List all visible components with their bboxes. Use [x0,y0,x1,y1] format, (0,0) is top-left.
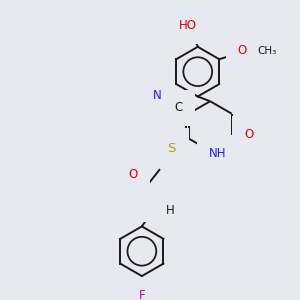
Text: F: F [139,289,145,300]
Text: CH₃: CH₃ [257,46,277,56]
Text: S: S [167,142,176,154]
Text: O: O [238,44,247,57]
Text: N: N [153,89,162,102]
Text: C: C [175,101,183,114]
Text: O: O [244,128,254,141]
Text: O: O [129,168,138,181]
Text: NH: NH [209,147,226,160]
Text: H: H [166,204,175,217]
Text: HO: HO [179,19,197,32]
Text: N: N [155,197,164,210]
